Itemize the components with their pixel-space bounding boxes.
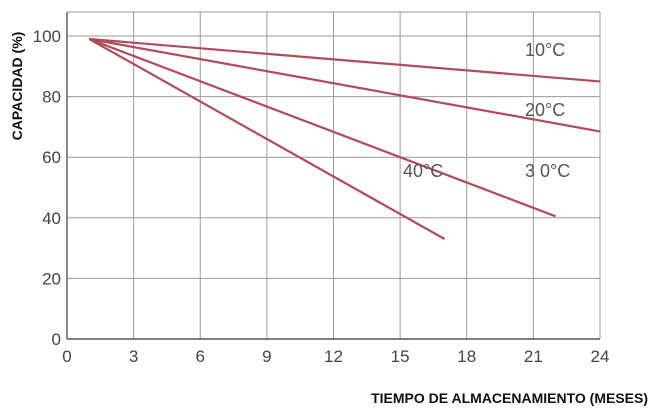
- series-labels: 10°C 20°C 3 0°C 40°C: [403, 40, 570, 181]
- x-tick-label-12: 12: [324, 347, 343, 366]
- grid: [67, 11, 601, 339]
- series-line-3: [88, 38, 446, 240]
- y-tick-label-80: 80: [42, 88, 61, 107]
- y-tick-label-0: 0: [52, 330, 61, 349]
- x-tick-label-6: 6: [196, 347, 205, 366]
- x-tick-label-18: 18: [457, 347, 476, 366]
- x-tick-label-24: 24: [591, 347, 610, 366]
- y-tick-label-100: 100: [33, 27, 61, 46]
- x-tick-label-15: 15: [391, 347, 410, 366]
- series-lines: [88, 37, 601, 240]
- y-tick-label-40: 40: [42, 209, 61, 228]
- series-line-2: [88, 38, 556, 218]
- y-tick-label-60: 60: [42, 148, 61, 167]
- series-label-2: 3 0°C: [525, 161, 570, 181]
- series-line-1: [89, 37, 601, 133]
- series-label-3: 40°C: [403, 161, 443, 181]
- x-tick-label-3: 3: [129, 347, 138, 366]
- axes: [66, 12, 600, 340]
- x-tick-label-21: 21: [524, 347, 543, 366]
- series-label-0: 10°C: [525, 40, 565, 60]
- x-axis-title: TIEMPO DE ALMACENAMIENTO (MESES): [371, 390, 648, 406]
- y-tick-label-20: 20: [42, 269, 61, 288]
- tick-labels: 0 3 6 9 12 15 18 21 24 0 20 40 60 80 100: [33, 27, 610, 366]
- series-line-0: [89, 37, 601, 83]
- y-axis-title: CAPACIDAD (%): [9, 32, 25, 141]
- series-label-1: 20°C: [525, 100, 565, 120]
- x-tick-label-0: 0: [62, 347, 71, 366]
- x-tick-label-9: 9: [262, 347, 271, 366]
